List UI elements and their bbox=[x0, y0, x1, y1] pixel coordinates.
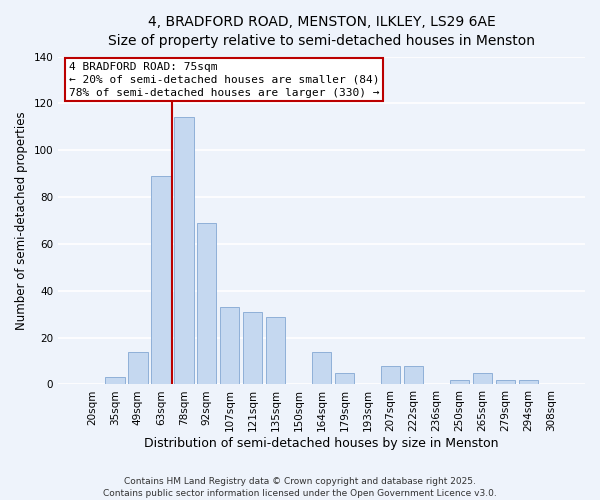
Text: Contains HM Land Registry data © Crown copyright and database right 2025.
Contai: Contains HM Land Registry data © Crown c… bbox=[103, 476, 497, 498]
Title: 4, BRADFORD ROAD, MENSTON, ILKLEY, LS29 6AE
Size of property relative to semi-de: 4, BRADFORD ROAD, MENSTON, ILKLEY, LS29 … bbox=[108, 15, 535, 48]
Y-axis label: Number of semi-detached properties: Number of semi-detached properties bbox=[15, 111, 28, 330]
Bar bbox=[128, 352, 148, 384]
Bar bbox=[174, 118, 194, 384]
Bar bbox=[243, 312, 262, 384]
Bar bbox=[449, 380, 469, 384]
Bar bbox=[151, 176, 170, 384]
Bar bbox=[266, 316, 286, 384]
Bar bbox=[518, 380, 538, 384]
Bar bbox=[220, 307, 239, 384]
Bar bbox=[197, 223, 217, 384]
Bar bbox=[496, 380, 515, 384]
X-axis label: Distribution of semi-detached houses by size in Menston: Distribution of semi-detached houses by … bbox=[145, 437, 499, 450]
Text: 4 BRADFORD ROAD: 75sqm
← 20% of semi-detached houses are smaller (84)
78% of sem: 4 BRADFORD ROAD: 75sqm ← 20% of semi-det… bbox=[69, 62, 379, 98]
Bar bbox=[381, 366, 400, 384]
Bar bbox=[105, 378, 125, 384]
Bar bbox=[473, 372, 492, 384]
Bar bbox=[404, 366, 423, 384]
Bar bbox=[312, 352, 331, 384]
Bar bbox=[335, 372, 355, 384]
